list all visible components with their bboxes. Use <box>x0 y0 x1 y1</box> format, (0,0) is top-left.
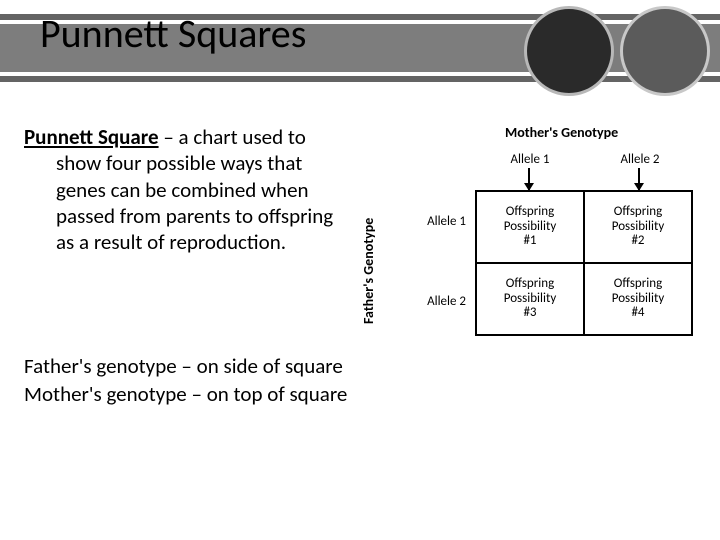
cell-text: Offspring <box>506 204 554 219</box>
cell-text: Offspring <box>614 276 662 291</box>
father-genotype-label: Father's Genotype <box>360 218 377 324</box>
arrow-down-icon <box>638 168 640 190</box>
arrow-down-icon <box>528 168 530 190</box>
cell-2-1: Offspring Possibility #3 <box>476 263 584 335</box>
cell-text: Offspring <box>506 276 554 291</box>
row-header-2: Allele 2 <box>406 294 466 309</box>
table-row: Offspring Possibility #1 Offspring Possi… <box>476 191 692 263</box>
cell-text: Possibility <box>612 219 664 234</box>
cell-text: #3 <box>523 305 536 320</box>
col-header-1: Allele 1 <box>490 152 570 167</box>
definition-block: Punnett Square – a chart used to show fo… <box>24 124 354 255</box>
cell-text: #4 <box>631 305 644 320</box>
cell-text: Possibility <box>504 219 556 234</box>
cell-text: Possibility <box>504 291 556 306</box>
cell-1-2: Offspring Possibility #2 <box>584 191 692 263</box>
table-row: Offspring Possibility #3 Offspring Possi… <box>476 263 692 335</box>
cell-2-2: Offspring Possibility #4 <box>584 263 692 335</box>
col-header-2: Allele 2 <box>600 152 680 167</box>
decor-circle-light <box>620 6 710 96</box>
definition-first: – a chart used to <box>159 124 306 150</box>
note-father: Father's genotype – on side of square <box>24 352 374 380</box>
cell-1-1: Offspring Possibility #1 <box>476 191 584 263</box>
page-title: Punnett Squares <box>40 9 306 58</box>
definition-continuation: show four possible ways that genes can b… <box>24 150 354 255</box>
band-bot <box>0 76 720 82</box>
notes-block: Father's genotype – on side of square Mo… <box>24 352 374 409</box>
cell-text: #2 <box>631 233 644 248</box>
punnett-grid: Offspring Possibility #1 Offspring Possi… <box>475 190 693 336</box>
decor-circle-dark <box>524 6 614 96</box>
cell-text: Offspring <box>614 204 662 219</box>
note-mother: Mother's genotype – on top of square <box>24 380 374 408</box>
row-header-1: Allele 1 <box>406 214 466 229</box>
cell-text: Possibility <box>612 291 664 306</box>
definition-term: Punnett Square <box>24 124 159 150</box>
cell-text: #1 <box>523 233 536 248</box>
mother-genotype-label: Mother's Genotype <box>505 124 618 141</box>
